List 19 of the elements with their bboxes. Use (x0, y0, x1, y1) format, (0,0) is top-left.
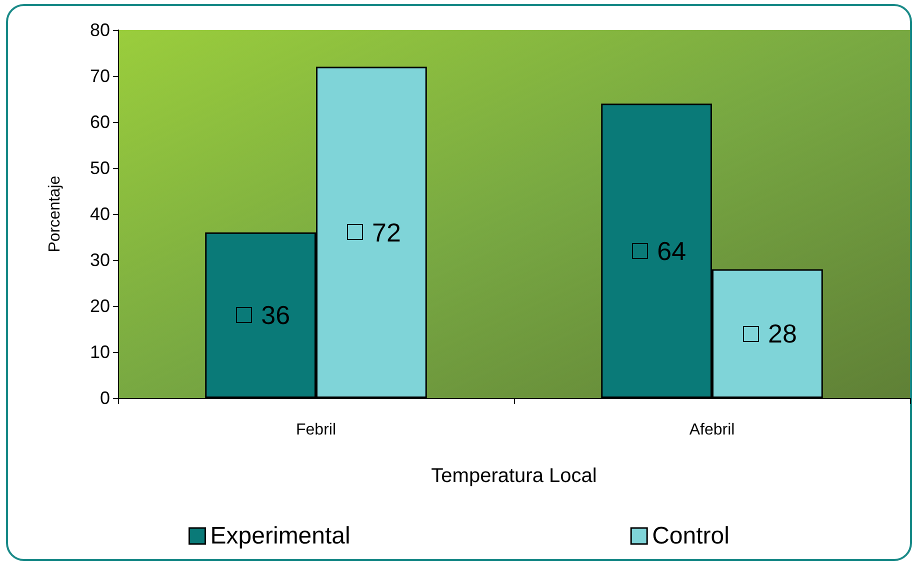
y-tick-label: 50 (90, 158, 110, 178)
y-tick-label: 30 (90, 250, 110, 270)
legend-label: Experimental (210, 522, 350, 550)
y-tick-label: 20 (90, 296, 110, 316)
data-label: 64 (657, 236, 686, 266)
legend-label: Control (652, 522, 730, 550)
y-tick-label: 60 (90, 112, 110, 132)
y-tick-label: 70 (90, 66, 110, 86)
data-label: 36 (261, 300, 290, 330)
x-tick-label: Febril (296, 422, 336, 438)
data-label: 28 (768, 318, 797, 349)
y-tick-label: 80 (90, 20, 110, 40)
y-tick-label: 40 (90, 204, 110, 224)
y-tick-label: 0 (100, 388, 110, 408)
y-axis-title: Porcentaje (46, 176, 64, 252)
x-axis-title: Temperatura Local (431, 465, 597, 487)
x-tick-label: Afebril (689, 422, 735, 438)
data-label: 72 (372, 217, 401, 248)
y-tick-label: 10 (90, 342, 110, 362)
